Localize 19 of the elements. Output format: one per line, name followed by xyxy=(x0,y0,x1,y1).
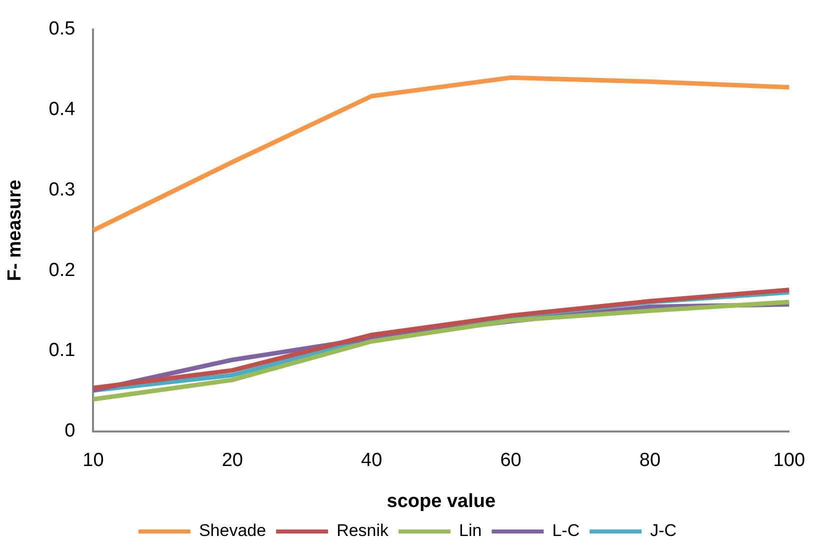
y-tick-label: 0.3 xyxy=(48,179,76,200)
y-axis-title: F- measure xyxy=(4,180,26,282)
x-tick-label: 40 xyxy=(361,450,382,472)
x-tick-label: 80 xyxy=(639,450,661,472)
legend-label: J-C xyxy=(650,521,677,540)
y-tick-label: 0 xyxy=(64,420,76,442)
legend-label: L-C xyxy=(552,521,580,540)
x-axis-title: scope value xyxy=(386,490,496,512)
y-tick-label: 0.4 xyxy=(48,99,76,120)
legend-label: Lin xyxy=(459,521,482,540)
x-tick-label: 60 xyxy=(500,450,522,472)
legend-label: Resnik xyxy=(336,521,390,540)
x-tick-label: 10 xyxy=(82,450,104,472)
y-tick-label: 0.2 xyxy=(48,260,76,281)
legend-label: Shevade xyxy=(198,521,266,540)
y-tick-label: 0.5 xyxy=(48,18,76,40)
y-tick-label: 0.1 xyxy=(48,340,76,362)
x-tick-label: 20 xyxy=(222,450,243,472)
x-tick-label: 100 xyxy=(773,450,805,472)
